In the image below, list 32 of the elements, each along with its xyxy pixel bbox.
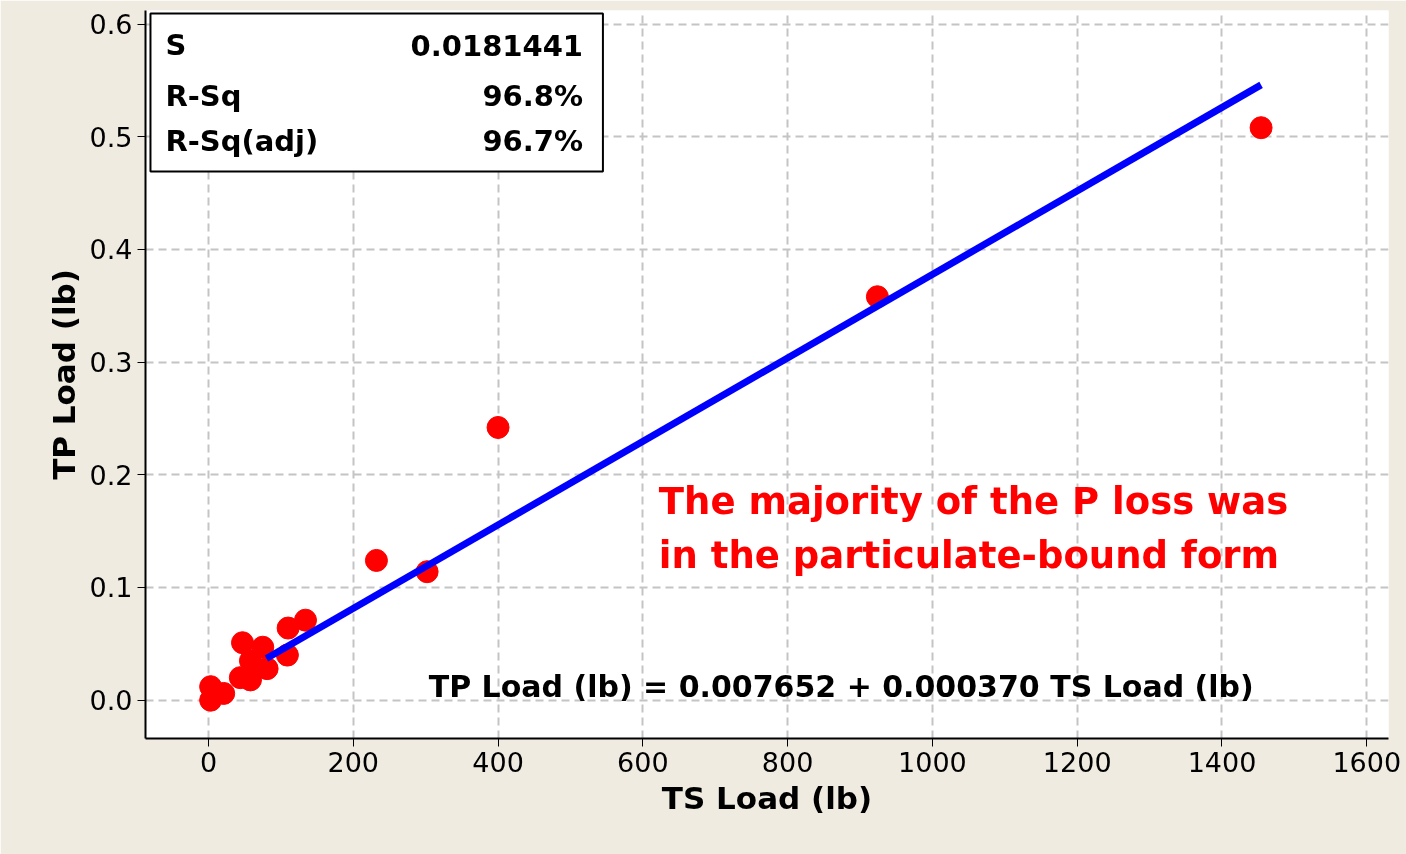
x-tick-label: 0 — [199, 746, 218, 778]
point — [364, 548, 388, 572]
x-tick-label: 600 — [617, 746, 669, 778]
annotation: S — [165, 28, 187, 63]
annotation: R-Sq(adj) — [165, 123, 319, 158]
annotation: 96.7% — [482, 123, 584, 158]
x-tick-label: 400 — [472, 746, 524, 778]
point — [1249, 116, 1273, 140]
x-tick-label: 200 — [327, 746, 380, 778]
x-axis-title: TS Load (lb) — [661, 779, 873, 816]
y-tick-label: 0.5 — [89, 121, 133, 153]
x-tick-label: 1400 — [1187, 746, 1257, 778]
x-tick-label: 1600 — [1332, 746, 1402, 778]
point — [276, 616, 300, 640]
y-tick-label: 0.3 — [89, 347, 133, 379]
annotation: TP Load (lb) = 0.007652 + 0.000370 TS Load (lb) — [428, 669, 1254, 705]
y-tick-label: 0.6 — [89, 9, 133, 41]
point — [486, 415, 510, 439]
x-tick-label: 1200 — [1042, 746, 1112, 778]
point — [293, 608, 317, 632]
y-tick-label: 0.1 — [89, 572, 133, 604]
y-tick-label: 0.2 — [89, 459, 133, 491]
x-tick-label: 800 — [761, 746, 814, 778]
annotation: 0.0181441 — [410, 28, 584, 63]
point — [255, 657, 279, 681]
y-tick-label: 0.0 — [89, 685, 133, 717]
annotation: R-Sq — [165, 78, 242, 113]
annotation: 96.8% — [482, 78, 584, 113]
x-tick-label: 1000 — [898, 746, 967, 778]
annotation: The majority of the P loss was in the particulate-bound form — [658, 480, 1289, 577]
y-axis-title: TP Load (lb) — [45, 269, 82, 480]
y-tick-label: 0.4 — [89, 234, 133, 266]
